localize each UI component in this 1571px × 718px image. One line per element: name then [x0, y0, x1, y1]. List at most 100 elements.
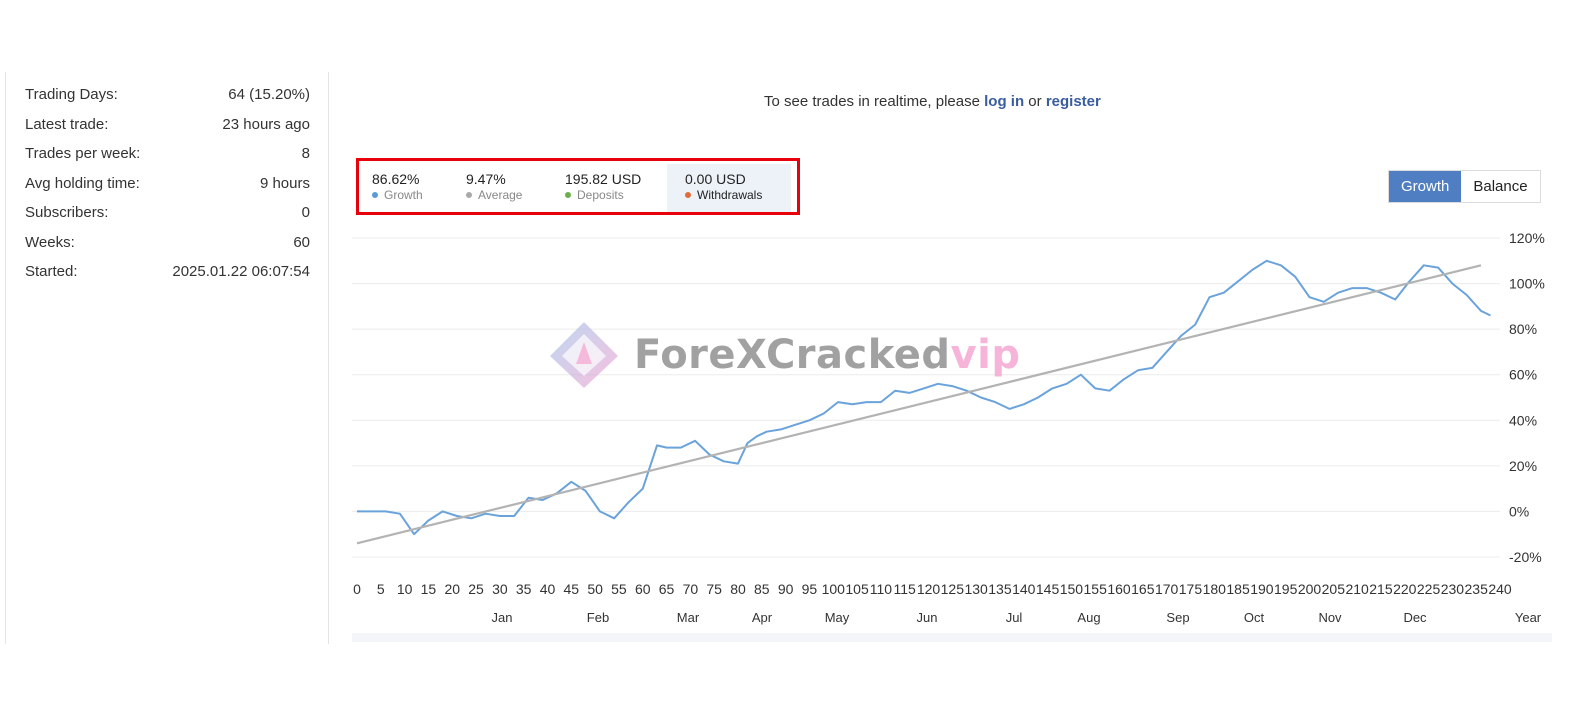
average-dot-icon [466, 192, 472, 198]
summary-withdrawals[interactable]: 0.00 USD Withdrawals [667, 164, 791, 212]
notice-text: To see trades in realtime, please [764, 93, 980, 110]
month-label: Sep [1166, 610, 1189, 625]
summary-average[interactable]: 9.47% Average [466, 170, 522, 214]
stat-value: 0 [301, 204, 310, 221]
summary-growth[interactable]: 86.62% Growth [372, 170, 423, 214]
stat-label: Subscribers: [25, 204, 109, 221]
month-label: Jun [917, 610, 938, 625]
y-tick-label: 40% [1509, 412, 1537, 428]
deposits-dot-icon [565, 192, 571, 198]
stat-label: Trading Days: [25, 86, 118, 103]
x-tick-label: 10 [397, 581, 413, 597]
stat-label: Latest trade: [25, 115, 109, 133]
x-tick-label: 90 [778, 581, 794, 597]
x-tick-label: 40 [540, 581, 556, 597]
y-tick-label: 60% [1509, 367, 1537, 383]
x-tick-label: 95 [802, 581, 818, 597]
month-label: Oct [1244, 610, 1265, 625]
x-tick-label: 220 [1393, 581, 1417, 597]
watermark-suffix: vip [950, 332, 1021, 378]
x-tick-label: 235 [1465, 581, 1489, 597]
x-tick-label: 190 [1250, 581, 1274, 597]
watermark: ForeXCrackedvip [548, 320, 1020, 390]
stat-label: Trades per week: [25, 145, 141, 162]
x-tick-label: 195 [1274, 581, 1298, 597]
x-tick-label: 215 [1369, 581, 1393, 597]
growth-dot-icon [372, 192, 378, 198]
summary-deposits[interactable]: 195.82 USD Deposits [565, 170, 641, 214]
x-tick-label: 110 [870, 581, 893, 597]
x-tick-label: 140 [1012, 581, 1036, 597]
x-tick-label: 100 [822, 581, 846, 597]
x-tick-label: 180 [1203, 581, 1227, 597]
x-tick-label: 0 [353, 581, 361, 597]
x-tick-label: 20 [444, 581, 460, 597]
chart-mode-toggle: Growth Balance [1388, 170, 1541, 203]
deposits-value: 195.82 USD [565, 171, 642, 187]
stat-value: 60 [293, 233, 310, 251]
stat-avg-holding-time: Avg holding time: 9 hours [25, 175, 310, 205]
x-tick-label: 45 [564, 581, 580, 597]
x-tick-label: 145 [1036, 581, 1060, 597]
x-tick-label: 185 [1226, 581, 1250, 597]
watermark-logo-icon [550, 322, 618, 388]
x-tick-label: 105 [845, 581, 869, 597]
x-tick-label: 120 [917, 581, 941, 597]
left-panel-border [5, 72, 6, 644]
growth-value: 86.62% [372, 171, 420, 187]
x-tick-label: 240 [1488, 581, 1512, 597]
stat-value: 64 (15.20%) [228, 86, 310, 103]
x-tick-label: 170 [1155, 581, 1179, 597]
x-tick-label: 230 [1441, 581, 1465, 597]
month-label: Aug [1077, 610, 1100, 625]
x-tick-label: 35 [516, 581, 532, 597]
stat-latest-trade: Latest trade: 23 hours ago [25, 116, 310, 146]
y-tick-label: 0% [1509, 503, 1529, 519]
month-label: May [825, 610, 850, 625]
y-tick-label: -20% [1509, 549, 1542, 565]
growth-tab-button[interactable]: Growth [1389, 171, 1462, 202]
x-tick-label: 25 [468, 581, 484, 597]
balance-tab-button[interactable]: Balance [1461, 171, 1540, 202]
withdrawals-value: 0.00 USD [685, 171, 746, 187]
month-label: Feb [587, 610, 609, 625]
stat-trading-days: Trading Days: 64 (15.20%) [25, 86, 310, 116]
month-label: Jul [1006, 610, 1023, 625]
x-tick-label: 130 [964, 581, 988, 597]
register-link[interactable]: register [1045, 93, 1101, 110]
x-tick-label: 125 [941, 581, 965, 597]
x-tick-label: 160 [1107, 581, 1131, 597]
panel-divider [328, 72, 329, 644]
x-tick-label: 175 [1179, 581, 1203, 597]
stat-value: 8 [301, 145, 310, 162]
month-label: Dec [1403, 610, 1427, 625]
stat-label: Avg holding time: [25, 174, 140, 192]
month-label: Mar [677, 610, 700, 625]
stat-value: 9 hours [259, 174, 310, 192]
x-tick-label: 210 [1345, 581, 1369, 597]
login-link[interactable]: log in [984, 93, 1025, 110]
stat-trades-per-week: Trades per week: 8 [25, 145, 310, 175]
average-series-line [356, 264, 1482, 545]
x-tick-label: 165 [1131, 581, 1155, 597]
stat-started: Started: 2025.01.22 06:07:54 [25, 263, 310, 293]
stat-label: Started: [25, 263, 78, 280]
watermark-main: ForeXCracked [634, 332, 951, 378]
x-tick-label: 150 [1060, 581, 1084, 597]
x-tick-label: 75 [706, 581, 722, 597]
growth-series-line [357, 259, 1491, 536]
deposits-label: Deposits [577, 188, 624, 202]
realtime-notice: To see trades in realtime, please log in… [764, 93, 1101, 110]
x-tick-label: 5 [377, 581, 385, 597]
year-label: Year [1515, 610, 1542, 625]
x-tick-label: 50 [587, 581, 603, 597]
x-tick-label: 225 [1417, 581, 1441, 597]
growth-label: Growth [384, 188, 423, 202]
x-tick-label: 205 [1322, 581, 1346, 597]
withdrawals-label: Withdrawals [697, 188, 763, 202]
stat-value: 23 hours ago [222, 115, 310, 133]
notice-or: or [1028, 93, 1042, 110]
stat-label: Weeks: [25, 233, 75, 251]
x-tick-label: 135 [988, 581, 1012, 597]
summary-highlight-box: 86.62% Growth 9.47% Average 195.82 USD D… [356, 158, 800, 215]
